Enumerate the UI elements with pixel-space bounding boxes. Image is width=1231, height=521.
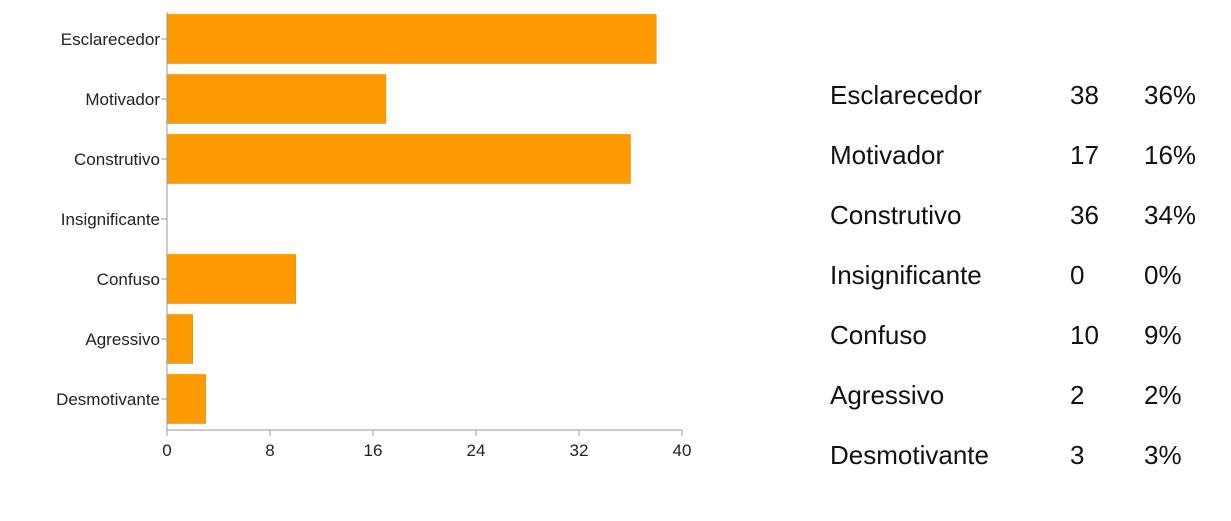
bar-chart: Esclarecedor Motivador Construtivo Insignif… [56, 12, 692, 460]
bar-desmotivante [166, 374, 206, 424]
summary-row: Construtivo 36 34% [830, 185, 1214, 245]
category-label: Esclarecedor [61, 30, 161, 49]
summary-label: Confuso [830, 319, 927, 350]
category-label: Motivador [85, 90, 160, 109]
summary-count: 10 [1070, 319, 1099, 350]
summary-percent: 34% [1144, 199, 1197, 230]
summary-label: Esclarecedor [830, 79, 982, 110]
x-tick-label: 16 [364, 441, 383, 460]
x-tick-label: 24 [467, 441, 486, 460]
category-label: Desmotivante [56, 390, 160, 409]
bar-motivador [166, 74, 387, 124]
summary-percent: 3% [1144, 439, 1182, 470]
bar-agressivo [166, 314, 193, 364]
summary-count: 0 [1070, 259, 1085, 290]
bar-esclarecedor [166, 14, 657, 64]
summary-percent: 16% [1144, 139, 1197, 170]
x-tick-label: 8 [265, 441, 274, 460]
x-tick-label: 0 [162, 441, 171, 460]
summary-count: 36 [1070, 199, 1099, 230]
bar-confuso [166, 254, 296, 304]
summary-percent: 9% [1144, 319, 1182, 350]
summary-row: Esclarecedor 38 36% [830, 65, 1214, 125]
category-label: Construtivo [74, 150, 160, 169]
summary-count: 3 [1070, 439, 1085, 470]
summary-table: Esclarecedor 38 36% Motivador 17 16% Construti… [830, 65, 1214, 485]
summary-label: Desmotivante [830, 439, 989, 470]
x-tick-label: 32 [570, 441, 589, 460]
summary-label: Agressivo [830, 379, 945, 410]
summary-count: 38 [1070, 79, 1099, 110]
summary-label: Motivador [830, 139, 945, 170]
x-tick-label: 40 [673, 441, 692, 460]
summary-percent: 36% [1144, 79, 1197, 110]
summary-row: Confuso 10 9% [830, 305, 1214, 365]
category-label: Insignificante [61, 210, 160, 229]
summary-row: Desmotivante 3 3% [830, 425, 1214, 485]
category-label: Confuso [97, 270, 160, 289]
summary-percent: 2% [1144, 379, 1182, 410]
summary-count: 2 [1070, 379, 1085, 410]
summary-row: Agressivo 2 2% [830, 365, 1214, 425]
summary-row: Insignificante 0 0% [830, 245, 1214, 305]
summary-label: Insignificante [830, 259, 982, 290]
summary-percent: 0% [1144, 259, 1182, 290]
summary-label: Construtivo [830, 199, 962, 230]
summary-row: Motivador 17 16% [830, 125, 1214, 185]
category-label: Agressivo [85, 330, 160, 349]
bar-construtivo [166, 134, 631, 184]
summary-count: 17 [1070, 139, 1099, 170]
